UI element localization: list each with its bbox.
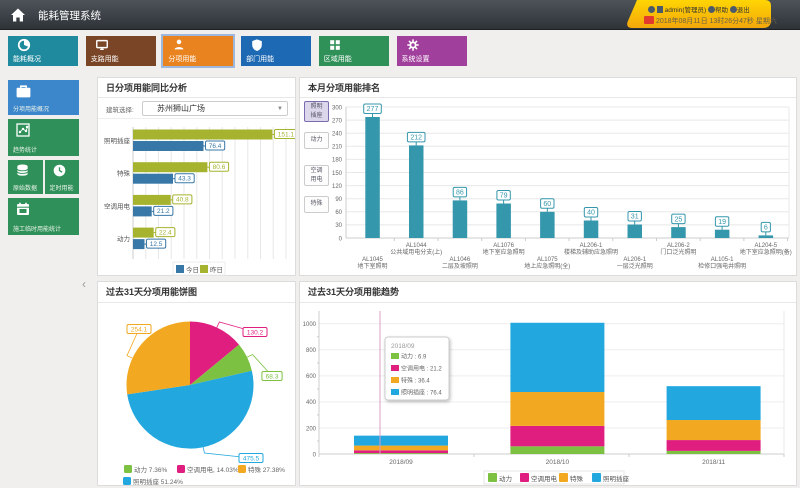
svg-text:2018/09: 2018/09: [389, 459, 413, 466]
svg-text:6: 6: [764, 225, 768, 232]
svg-text:21.2: 21.2: [157, 208, 170, 215]
svg-text:12.5: 12.5: [150, 241, 163, 248]
svg-text:210: 210: [332, 145, 343, 151]
svg-text:0: 0: [313, 452, 317, 458]
svg-text:200: 200: [306, 426, 317, 432]
svg-text:AL206-1: AL206-1: [623, 257, 646, 263]
svg-text:76.4: 76.4: [209, 143, 222, 150]
svg-text:空调用电: 空调用电: [104, 201, 131, 210]
svg-text:门口泛光照明: 门口泛光照明: [660, 248, 696, 256]
svg-text:特殊 27.38%: 特殊 27.38%: [248, 465, 285, 474]
svg-text:AL206-1: AL206-1: [580, 243, 603, 249]
svg-text:地下室应急照明(备): 地下室应急照明(备): [740, 248, 792, 256]
svg-text:19: 19: [718, 219, 726, 226]
svg-text:130.2: 130.2: [247, 329, 264, 336]
svg-text:AL1045: AL1045: [362, 257, 383, 263]
svg-text:今日: 今日: [186, 265, 199, 274]
svg-text:昨日: 昨日: [210, 265, 223, 274]
svg-text:一层泛光照明: 一层泛光照明: [617, 262, 653, 270]
svg-text:60: 60: [543, 201, 551, 208]
svg-text:空调用电: 空调用电: [531, 474, 558, 483]
svg-text:二层及坡照明: 二层及坡照明: [442, 262, 478, 270]
svg-text:31: 31: [631, 214, 639, 221]
svg-text:AL206-2: AL206-2: [667, 243, 690, 249]
svg-text:60: 60: [335, 210, 342, 216]
svg-text:公共域用电分支(上): 公共域用电分支(上): [390, 248, 442, 256]
svg-text:600: 600: [306, 374, 317, 380]
svg-text:动力 7.36%: 动力 7.36%: [134, 465, 167, 474]
svg-text:475.5: 475.5: [243, 455, 260, 462]
svg-text:212: 212: [410, 135, 422, 142]
svg-text:2018/09: 2018/09: [391, 343, 415, 350]
svg-text:240: 240: [332, 132, 343, 138]
svg-text:300: 300: [332, 105, 343, 111]
svg-text:照明插座: 照明插座: [603, 474, 630, 483]
svg-text:22.4: 22.4: [159, 229, 172, 236]
svg-text:AL1044: AL1044: [406, 243, 427, 249]
svg-text:照明插座: 照明插座: [104, 136, 131, 145]
svg-text:43.3: 43.3: [178, 176, 191, 183]
svg-text:800: 800: [306, 348, 317, 354]
svg-text:AL204-5: AL204-5: [754, 243, 777, 249]
svg-text:AL105-1: AL105-1: [711, 257, 734, 263]
svg-text:AL1046: AL1046: [450, 257, 471, 263]
svg-text:空调用电, 14.03%: 空调用电, 14.03%: [187, 465, 239, 474]
svg-text:地上应急照明(全): 地上应急照明(全): [524, 262, 570, 270]
svg-text:277: 277: [367, 106, 379, 113]
svg-text:地下室照明: 地下室照明: [357, 262, 387, 270]
svg-text:40: 40: [587, 210, 595, 217]
svg-text:AL1075: AL1075: [537, 257, 558, 263]
svg-text:270: 270: [332, 118, 343, 124]
svg-text:68.3: 68.3: [266, 373, 279, 380]
svg-text:动力: 动力: [499, 474, 512, 483]
svg-text:254.1: 254.1: [131, 326, 148, 333]
svg-text:80.6: 80.6: [213, 164, 226, 171]
svg-text:90: 90: [335, 197, 342, 203]
svg-text:40.8: 40.8: [176, 197, 189, 204]
svg-text:2018/10: 2018/10: [546, 459, 570, 466]
svg-text:0: 0: [339, 236, 343, 242]
svg-text:86: 86: [456, 190, 464, 197]
svg-text:特殊: 特殊: [117, 169, 131, 178]
svg-text:特殊: 特殊: [570, 474, 584, 483]
svg-text:120: 120: [332, 184, 343, 190]
svg-text:空调用电 : 21.2: 空调用电 : 21.2: [401, 365, 442, 373]
svg-text:25: 25: [675, 216, 683, 223]
svg-text:151.1: 151.1: [278, 131, 295, 138]
svg-text:79: 79: [500, 193, 508, 200]
svg-text:180: 180: [332, 158, 343, 164]
svg-text:地下室应急照明: 地下室应急照明: [483, 248, 525, 256]
svg-text:楼梯及辅助应急照明: 楼梯及辅助应急照明: [564, 248, 618, 256]
svg-text:动力: 动力: [117, 234, 130, 243]
svg-text:30: 30: [335, 223, 342, 229]
svg-text:动力 : 6.9: 动力 : 6.9: [401, 353, 427, 361]
svg-text:照明插座 51.24%: 照明插座 51.24%: [133, 477, 183, 486]
svg-text:1000: 1000: [303, 322, 317, 328]
svg-text:特殊 : 36.4: 特殊 : 36.4: [401, 377, 430, 385]
svg-text:检修口强电井照明: 检修口强电井照明: [698, 262, 746, 270]
svg-text:2018/11: 2018/11: [702, 459, 725, 466]
svg-text:AL1076: AL1076: [493, 243, 514, 249]
svg-text:400: 400: [306, 400, 317, 406]
svg-text:150: 150: [332, 171, 343, 177]
svg-text:照明插座 : 76.4: 照明插座 : 76.4: [401, 389, 442, 397]
